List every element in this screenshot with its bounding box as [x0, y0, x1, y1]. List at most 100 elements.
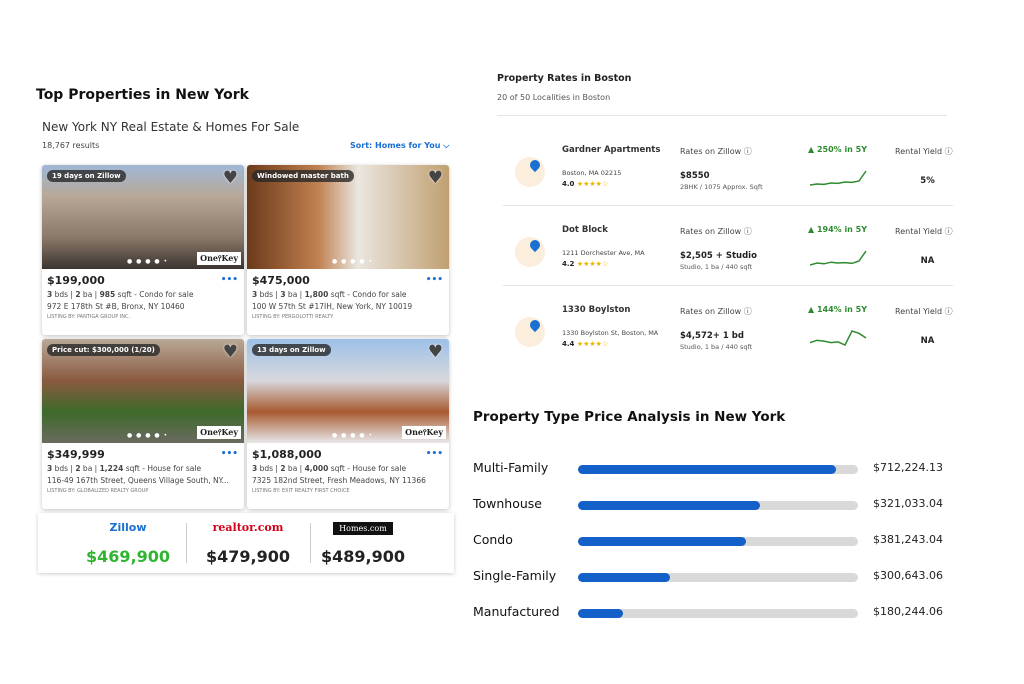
heart-icon[interactable]: ♥ — [222, 342, 238, 362]
onekey-logo: One⫯Key — [197, 426, 241, 439]
sort-dropdown[interactable]: Sort: Homes for You ⌵ — [350, 141, 450, 150]
carousel-dots[interactable]: ● ● ● ● • — [127, 432, 169, 439]
homes-logo: Homes.com — [333, 522, 393, 535]
rates-label: Rates on Zillow ⓘ — [680, 147, 752, 156]
listing-card[interactable]: Windowed master bath ♥ ● ● ● ● • $475,00… — [247, 165, 449, 335]
rental-yield-value: NA — [920, 336, 935, 346]
growth-badge: ▲ 194% in 5Y — [808, 225, 868, 234]
rate-price: $4,572+ 1 bd — [680, 331, 744, 341]
rental-yield-label: Rental Yield ⓘ — [895, 147, 953, 156]
rate-price: $2,505 + Studio — [680, 251, 757, 261]
bar-label: Condo — [473, 532, 513, 547]
listing-price: $349,999 — [47, 448, 105, 461]
listing-badge: Windowed master bath — [252, 170, 354, 182]
more-options-icon[interactable]: ••• — [220, 449, 238, 459]
locality-row[interactable]: Gardner Apartments Boston, MA 02215 4.0 … — [510, 145, 970, 215]
rates-label: Rates on Zillow ⓘ — [680, 227, 752, 236]
more-options-icon[interactable]: ••• — [425, 449, 443, 459]
listing-price: $199,000 — [47, 274, 105, 287]
bar-fill — [578, 537, 746, 546]
rates-subtitle: 20 of 50 Localities in Boston — [497, 93, 611, 102]
price-bar-row: Manufactured $180,244.06 — [473, 604, 973, 624]
more-options-icon[interactable]: ••• — [220, 275, 238, 285]
results-count: 18,767 results — [42, 141, 100, 150]
listing-facts: 3 bds | 2 ba | 4,000 sqft - House for sa… — [252, 464, 407, 473]
price-value: $479,900 — [205, 547, 290, 566]
locality-address: 1330 Boylston St, Boston, MA — [562, 329, 659, 337]
locality-rating: 4.4 ★★★★☆ — [562, 340, 609, 348]
locality-row[interactable]: 1330 Boylston 1330 Boylston St, Boston, … — [510, 305, 970, 375]
rate-detail: 2BHK / 1075 Approx. Sqft — [680, 183, 763, 191]
locality-rating: 4.0 ★★★★☆ — [562, 180, 609, 188]
onekey-logo: One⫯Key — [197, 252, 241, 265]
map-pin-icon — [515, 157, 545, 187]
listing-badge: Price cut: $300,000 (1/20) — [47, 344, 160, 356]
divider — [186, 523, 187, 563]
listing-agent: LISTING BY: PANTIGA GROUP INC. — [47, 314, 131, 320]
bar-track — [578, 573, 858, 582]
growth-badge: ▲ 250% in 5Y — [808, 145, 868, 154]
carousel-dots[interactable]: ● ● ● ● • — [332, 258, 374, 265]
price-value: $469,900 — [85, 547, 170, 566]
realtor-logo: realtor.com — [212, 521, 284, 534]
divider — [503, 285, 953, 286]
carousel-dots[interactable]: ● ● ● ● • — [332, 432, 374, 439]
growth-badge: ▲ 144% in 5Y — [808, 305, 868, 314]
sparkline — [810, 330, 867, 346]
bar-fill — [578, 573, 671, 582]
more-options-icon[interactable]: ••• — [425, 275, 443, 285]
heart-icon[interactable]: ♥ — [222, 168, 238, 188]
sparkline-line — [810, 170, 867, 186]
price-comparison: Zillow $469,900 realtor.com $479,900 Homes… — [38, 513, 454, 573]
listing-agent: LISTING BY: PERGOLOTTI REALTY — [252, 314, 334, 320]
listing-photo[interactable]: 19 days on Zillow ♥ ● ● ● ● • One⫯Key — [42, 165, 244, 269]
bar-track — [578, 537, 858, 546]
listing-photo[interactable]: Price cut: $300,000 (1/20) ♥ ● ● ● ● • O… — [42, 339, 244, 443]
carousel-dots[interactable]: ● ● ● ● • — [127, 258, 169, 265]
bar-label: Single-Family — [473, 568, 557, 583]
listing-badge: 13 days on Zillow — [252, 344, 331, 356]
bar-fill — [578, 465, 836, 474]
bar-value: $712,224.13 — [873, 461, 943, 474]
listing-price: $1,088,000 — [252, 448, 322, 461]
analysis-title: Property Type Price Analysis in New York — [473, 409, 786, 425]
star-icons: ★★★★☆ — [576, 260, 609, 268]
listing-badge: 19 days on Zillow — [47, 170, 126, 182]
heart-icon[interactable]: ♥ — [427, 168, 443, 188]
price-value: $489,900 — [320, 547, 405, 566]
locality-name[interactable]: Gardner Apartments — [562, 145, 661, 155]
listing-address[interactable]: 7325 182nd Street, Fresh Meadows, NY 113… — [252, 476, 426, 485]
locality-name[interactable]: Dot Block — [562, 225, 608, 235]
sparkline-line — [810, 330, 867, 346]
price-bar-row: Multi-Family $712,224.13 — [473, 460, 973, 480]
listing-card[interactable]: 13 days on Zillow ♥ ● ● ● ● • One⫯Key $1… — [247, 339, 449, 509]
locality-name[interactable]: 1330 Boylston — [562, 305, 631, 315]
bar-value: $321,033.04 — [873, 497, 943, 510]
listing-photo[interactable]: 13 days on Zillow ♥ ● ● ● ● • One⫯Key — [247, 339, 449, 443]
bar-fill — [578, 501, 760, 510]
divider — [503, 205, 953, 206]
listing-address[interactable]: 116-49 167th Street, Queens Village Sout… — [47, 476, 229, 485]
divider — [310, 523, 311, 563]
bar-label: Manufactured — [473, 604, 560, 619]
listing-card[interactable]: 19 days on Zillow ♥ ● ● ● ● • One⫯Key $1… — [42, 165, 244, 335]
rates-label: Rates on Zillow ⓘ — [680, 307, 752, 316]
price-bar-row: Townhouse $321,033.04 — [473, 496, 973, 516]
sparkline-line — [810, 250, 867, 266]
heart-icon[interactable]: ♥ — [427, 342, 443, 362]
listing-photo[interactable]: Windowed master bath ♥ ● ● ● ● • — [247, 165, 449, 269]
listing-address[interactable]: 100 W 57th St #17IH, New York, NY 10019 — [252, 302, 413, 311]
homes-price: Homes.com $489,900 — [303, 521, 423, 566]
listing-price: $475,000 — [252, 274, 310, 287]
bar-label: Multi-Family — [473, 460, 549, 475]
star-icons: ★★★★☆ — [576, 180, 609, 188]
bar-label: Townhouse — [473, 496, 543, 511]
locality-address: 1211 Dorchester Ave, MA — [562, 249, 645, 257]
rental-yield-value: 5% — [920, 176, 935, 186]
listing-card[interactable]: Price cut: $300,000 (1/20) ♥ ● ● ● ● • O… — [42, 339, 244, 509]
locality-row[interactable]: Dot Block 1211 Dorchester Ave, MA 4.2 ★★… — [510, 225, 970, 295]
divider — [497, 115, 947, 116]
locality-address: Boston, MA 02215 — [562, 169, 622, 177]
listing-address[interactable]: 972 E 178th St #B, Bronx, NY 10460 — [47, 302, 185, 311]
price-bar-row: Condo $381,243.04 — [473, 532, 973, 552]
